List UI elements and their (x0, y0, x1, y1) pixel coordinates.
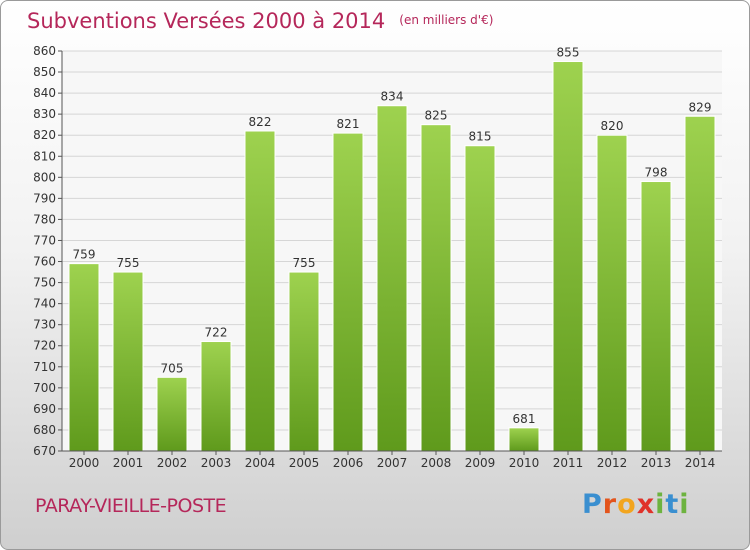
x-tick-label: 2014 (685, 456, 716, 470)
bar (200, 341, 232, 452)
x-tick-label: 2008 (421, 456, 452, 470)
bars-group: 759 755 705 722 822 755 821 834 825 815 681 855 820 7… (68, 46, 716, 452)
x-tick-label: 2005 (289, 456, 320, 470)
bar-value-label: 820 (601, 119, 624, 133)
proxiti-logo: Proxiti (582, 489, 690, 520)
bar (640, 181, 672, 452)
x-tick-label: 2012 (597, 456, 628, 470)
bar (156, 376, 188, 452)
x-tick-label: 2000 (69, 456, 100, 470)
chart-title: Subventions Versées 2000 à 2014 (27, 9, 386, 33)
bar (68, 263, 100, 452)
y-tick-label: 730 (33, 318, 56, 332)
bar (244, 130, 276, 452)
y-tick-label: 770 (33, 233, 56, 247)
bar-value-label: 755 (293, 256, 316, 270)
chart-unit: (en milliers d'€) (399, 13, 494, 27)
bar-value-label: 825 (425, 109, 448, 123)
y-tick-label: 700 (33, 381, 56, 395)
bar-value-label: 681 (513, 412, 536, 426)
bar (376, 105, 408, 452)
town-name: PARAY-VIEILLE-POSTE (35, 495, 227, 517)
bar (464, 145, 496, 452)
bar-value-label: 755 (117, 256, 140, 270)
y-tick-label: 800 (33, 170, 56, 184)
y-tick-label: 810 (33, 149, 56, 163)
y-tick-label: 840 (33, 86, 56, 100)
x-tick-label: 2009 (465, 456, 496, 470)
bar-value-label: 815 (469, 130, 492, 144)
y-tick-label: 780 (33, 212, 56, 226)
bar (420, 124, 452, 452)
x-tick-label: 2006 (333, 456, 364, 470)
bar (552, 61, 584, 452)
y-tick-label: 820 (33, 128, 56, 142)
y-tick-label: 680 (33, 423, 56, 437)
y-tick-label: 760 (33, 255, 56, 269)
y-tick-label: 690 (33, 402, 56, 416)
bar-value-label: 822 (249, 115, 272, 129)
y-tick-label: 860 (33, 44, 56, 58)
y-tick-label: 720 (33, 339, 56, 353)
bar (288, 271, 320, 452)
bar-value-label: 722 (205, 326, 228, 340)
y-tick-label: 740 (33, 297, 56, 311)
y-axis: 670 680 690 700 710 720 730 740 750 760 770 780 790 8… (33, 44, 63, 458)
bar-value-label: 705 (161, 361, 184, 375)
chart-title-block: Subventions Versées 2000 à 2014 (en milli… (27, 9, 493, 33)
x-tick-label: 2001 (113, 456, 144, 470)
y-tick-label: 790 (33, 191, 56, 205)
bar-value-label: 821 (337, 117, 360, 131)
x-tick-label: 2010 (509, 456, 540, 470)
y-tick-label: 750 (33, 276, 56, 290)
bar (596, 134, 628, 452)
x-tick-label: 2013 (641, 456, 672, 470)
y-tick-label: 830 (33, 107, 56, 121)
bar-value-label: 834 (381, 90, 404, 104)
bar-value-label: 798 (645, 166, 668, 180)
bar-value-label: 855 (557, 46, 580, 60)
y-tick-label: 850 (33, 65, 56, 79)
x-tick-label: 2004 (245, 456, 276, 470)
y-tick-label: 670 (33, 444, 56, 458)
bar-value-label: 759 (73, 248, 96, 262)
bar (112, 271, 144, 452)
x-tick-label: 2007 (377, 456, 408, 470)
x-tick-label: 2003 (201, 456, 232, 470)
bar (332, 132, 364, 452)
x-tick-label: 2011 (553, 456, 584, 470)
bar-value-label: 829 (689, 100, 712, 114)
bar (684, 115, 716, 452)
x-tick-label: 2002 (157, 456, 188, 470)
y-tick-label: 710 (33, 360, 56, 374)
x-axis: 2000 2001 2002 2003 2004 2005 2006 2007 2008 2009… (62, 450, 722, 470)
bar (508, 427, 540, 452)
